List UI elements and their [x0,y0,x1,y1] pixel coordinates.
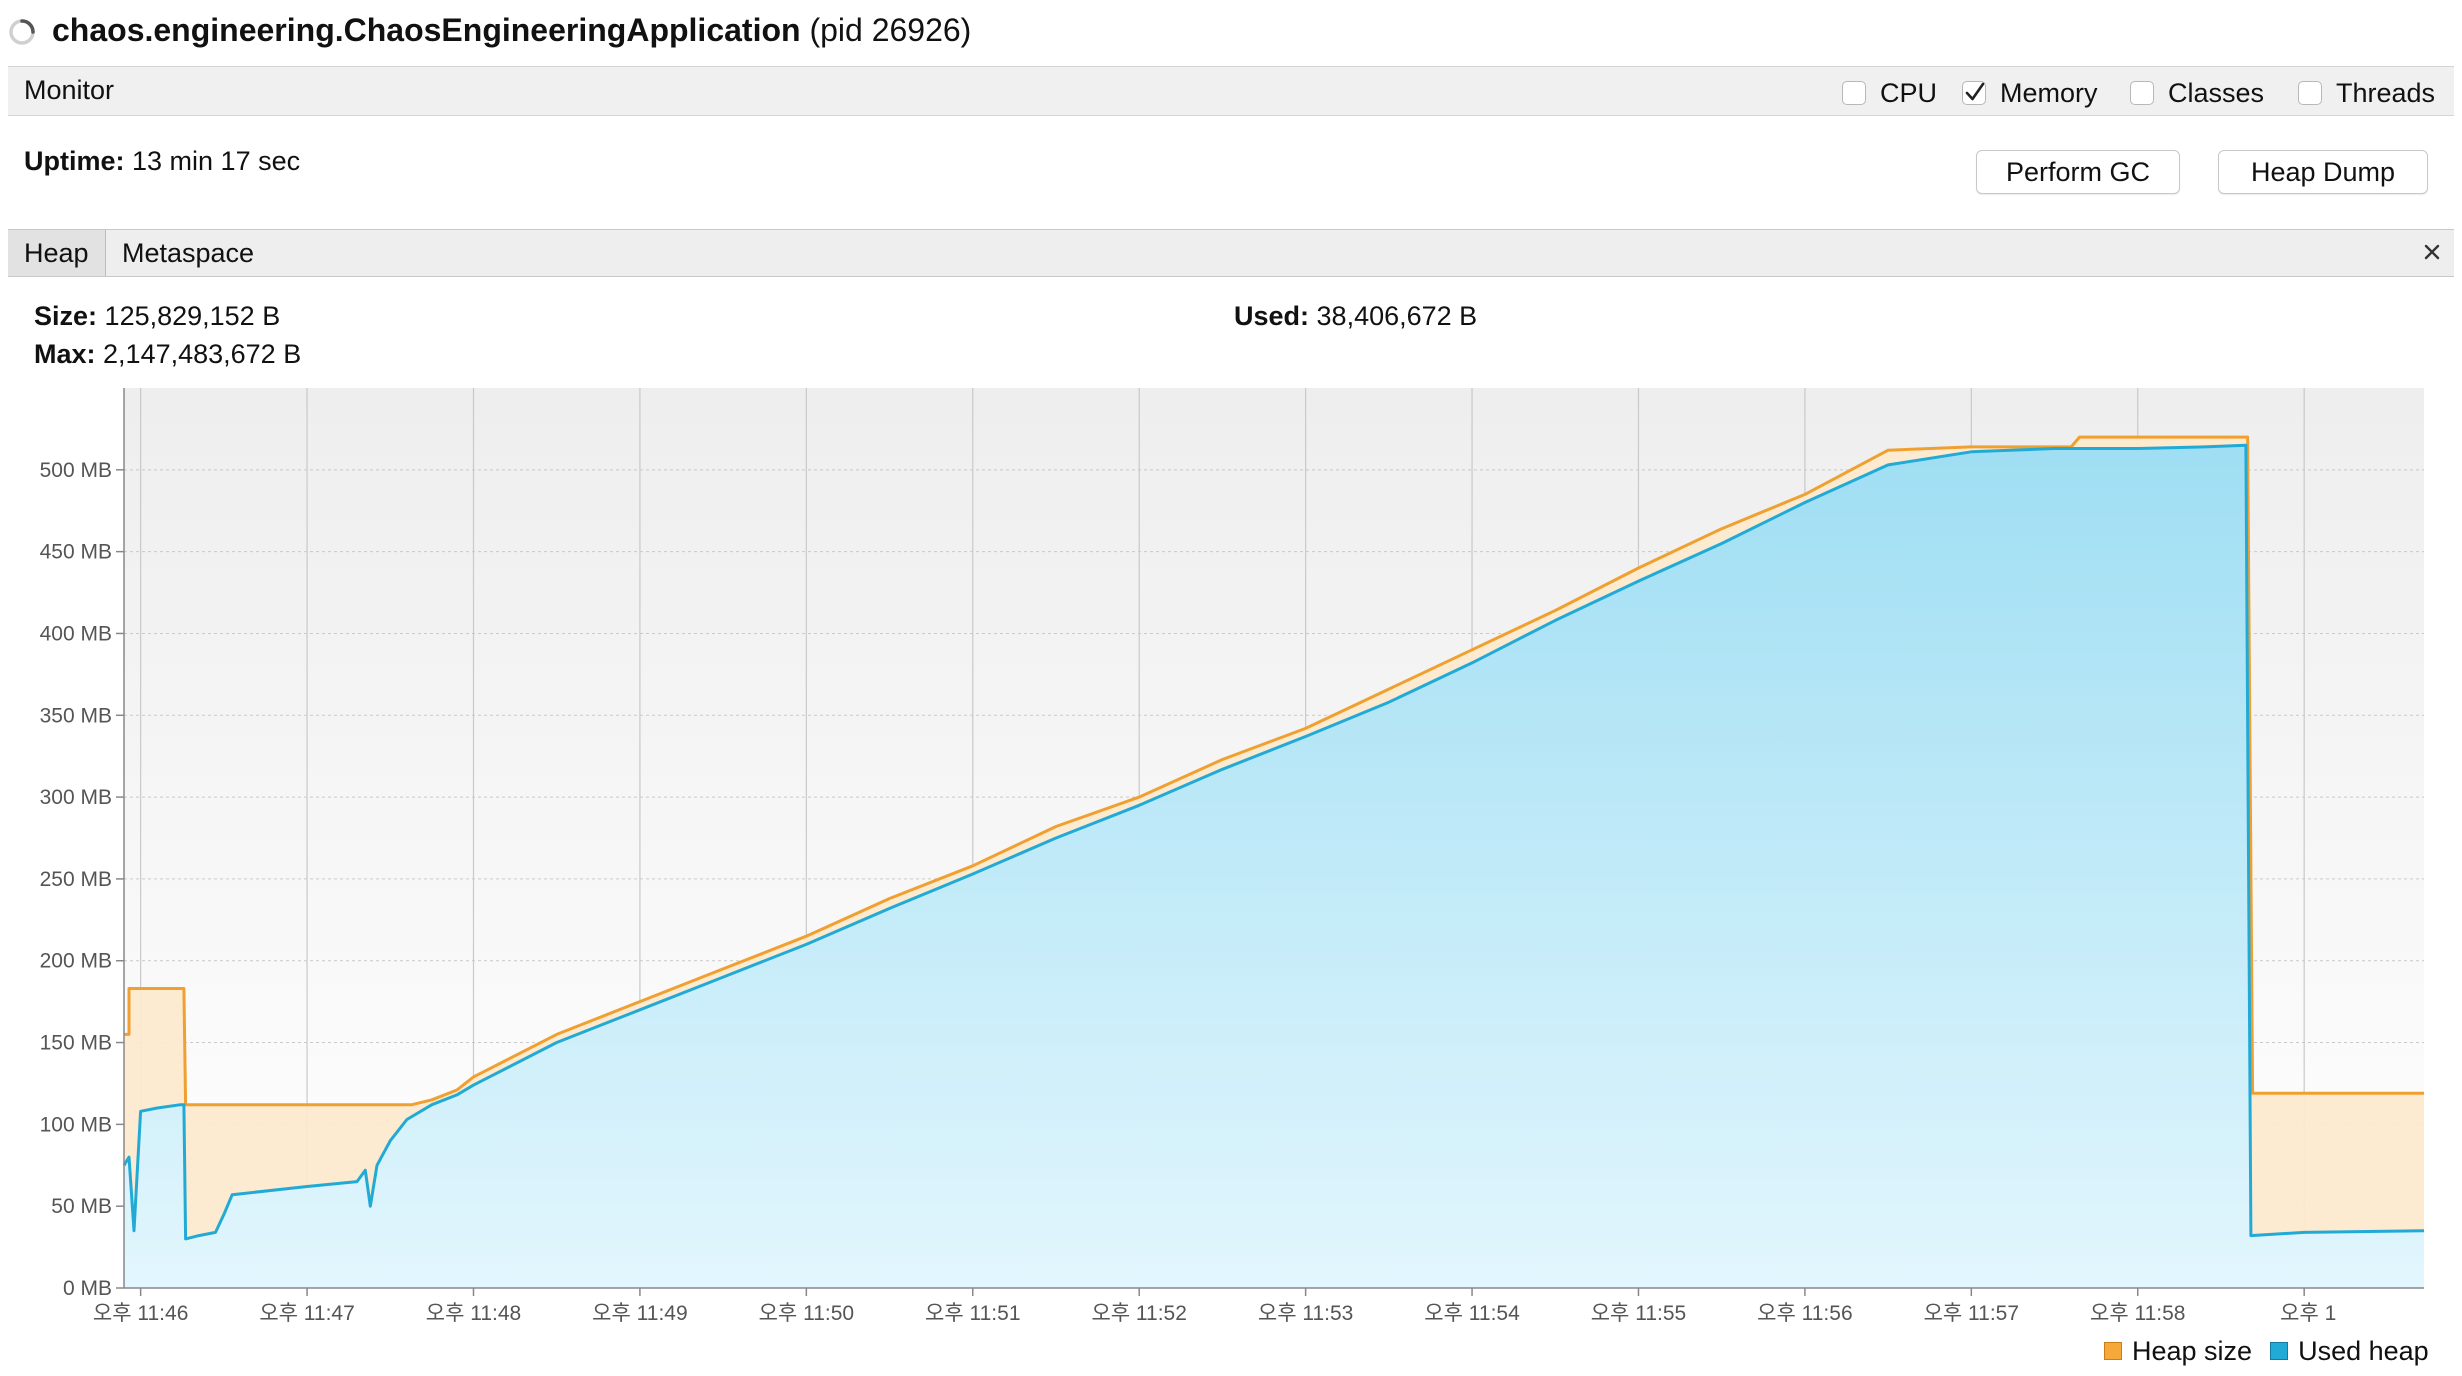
x-tick-label: 오후 11:46 [93,1302,188,1325]
uptime-value: 13 min 17 sec [132,146,301,176]
memory-tabbar: Heap Metaspace [8,229,2454,277]
tab-metaspace[interactable]: Metaspace [122,238,255,268]
classes-checkbox-label: Classes [2168,77,2265,108]
monitor-label: Monitor [24,75,115,105]
y-tick-label: 400 MB [40,622,112,645]
pid-text: (pid 26926) [809,12,972,48]
heap-size-value: 125,829,152 B [104,301,281,331]
heap-size-stat: Size: 125,829,152 B [34,301,280,332]
heap-used-stat: Used: 38,406,672 B [1234,301,1477,332]
chart-legend: Heap size Used heap [2104,1334,2429,1368]
memory-checkbox-label: Memory [2000,77,2098,108]
loading-spinner-icon [9,19,35,45]
heap-size-line [124,435,2424,1107]
x-tick-label: 오후 11:55 [1591,1302,1686,1325]
uptime-label: Uptime: [24,146,125,176]
threads-checkbox[interactable]: Threads [2298,77,2435,109]
y-tick-label: 150 MB [40,1032,112,1055]
memory-checkbox[interactable]: Memory [1962,77,2098,109]
cpu-checkbox-label: CPU [1880,77,1938,108]
y-tick-label: 50 MB [51,1195,112,1218]
used-heap-line [122,443,2425,1241]
memory-checkbox-box[interactable] [1962,81,1986,105]
heap-used-label: Used: [1234,301,1310,331]
x-tick-label: 오후 11:51 [925,1302,1020,1325]
y-tick-label: 250 MB [40,868,112,891]
perform-gc-button[interactable]: Perform GC [1976,150,2180,194]
cpu-checkbox-box[interactable] [1842,81,1866,105]
x-tick-label: 오후 11:49 [592,1302,687,1325]
heap-max-value: 2,147,483,672 B [103,339,302,369]
app-title: chaos.engineering.ChaosEngineeringApplic… [52,12,971,49]
y-tick-label: 0 MB [63,1277,112,1300]
heap-size-swatch [2104,1342,2122,1360]
y-tick-label: 450 MB [40,541,112,564]
window-title-bar: chaos.engineering.ChaosEngineeringApplic… [0,0,2462,64]
uptime: Uptime: 13 min 17 sec [24,146,300,177]
x-tick-label: 오후 11:48 [426,1302,521,1325]
x-tick-label: 오후 11:53 [1258,1302,1353,1325]
y-tick-label: 300 MB [40,786,112,809]
heap-size-label: Size: [34,301,98,331]
heap-max-label: Max: [34,339,96,369]
close-icon[interactable] [2416,236,2448,268]
x-tick-label: 오후 11:47 [259,1302,354,1325]
threads-checkbox-label: Threads [2336,77,2436,108]
x-tick-label: 오후 11:56 [1757,1302,1852,1325]
app-name: chaos.engineering.ChaosEngineeringApplic… [52,12,801,48]
tab-heap[interactable]: Heap [8,230,106,276]
cpu-checkbox[interactable]: CPU [1842,77,1937,109]
x-tick-label: 오후 11:50 [759,1302,854,1325]
x-tick-label: 오후 11:58 [2090,1302,2185,1325]
heap-max-stat: Max: 2,147,483,672 B [34,339,301,370]
threads-checkbox-box[interactable] [2298,81,2322,105]
checkmark-icon [1965,82,1985,101]
used-heap-swatch [2270,1342,2289,1360]
y-tick-label: 200 MB [40,950,112,973]
x-tick-label: 오후 11:57 [1924,1302,2019,1325]
used-heap-area [124,445,2424,1288]
heap-memory-chart: 0 MB 50 MB 100 MB 150 MB 200 MB 250 MB 300 MB 3… [40,388,2425,1325]
legend-used-heap: Used heap [2298,1335,2429,1366]
y-tick-label: 100 MB [40,1113,112,1136]
classes-checkbox-box[interactable] [2130,81,2154,105]
heap-used-value: 38,406,672 B [1316,301,1478,331]
x-tick-label: 오후 1 [2280,1302,2336,1325]
x-tick-label: 오후 11:52 [1091,1302,1186,1325]
x-tick-label: 오후 11:54 [1424,1302,1520,1325]
monitor-bar: Monitor CPU Memory Classes Threads [8,66,2454,116]
legend-heap-size: Heap size [2132,1335,2253,1366]
heap-dump-button[interactable]: Heap Dump [2218,150,2428,194]
y-tick-label: 500 MB [40,459,112,482]
y-tick-label: 350 MB [40,704,112,727]
classes-checkbox[interactable]: Classes [2130,77,2264,109]
